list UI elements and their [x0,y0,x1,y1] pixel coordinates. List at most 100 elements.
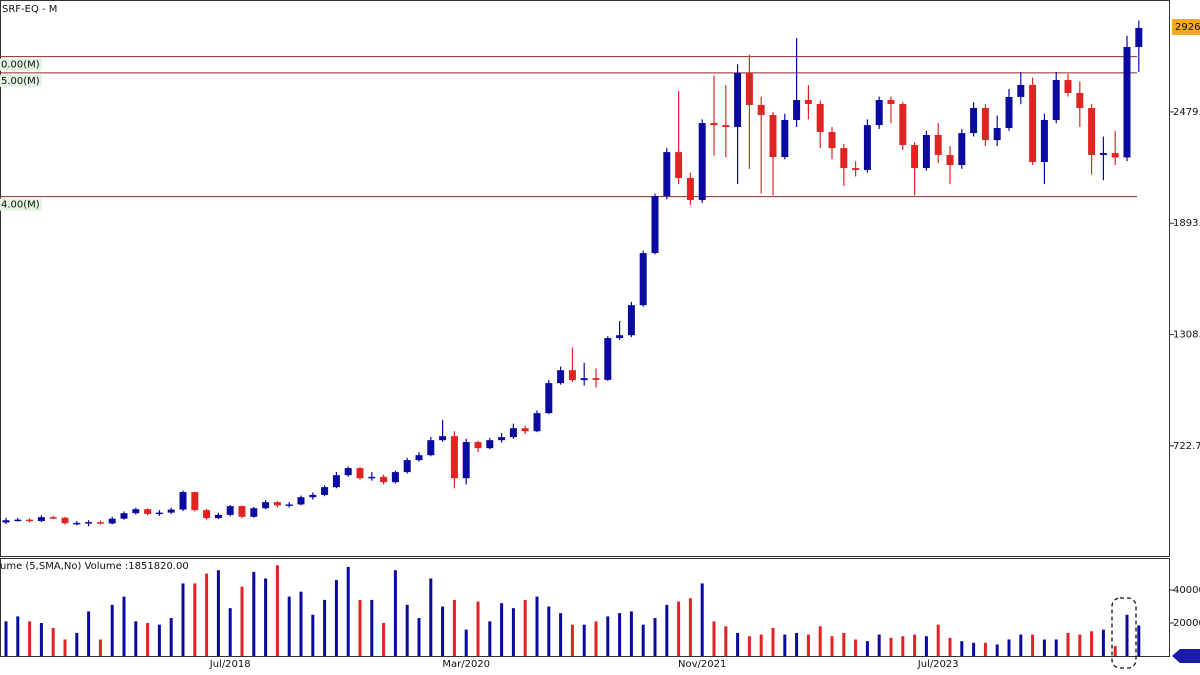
candle-body [557,370,565,384]
volume-bar [924,636,928,656]
volume-bar [500,603,504,656]
level-label-bg [0,58,42,71]
candle-body [993,127,1001,141]
volume-bar [936,624,940,656]
volume-bar [688,598,692,656]
candle-body [415,455,423,461]
candle-body [686,177,694,201]
candle-body [498,437,506,441]
candle-body [840,148,848,169]
volume-title: ume (5,SMA,No) Volume :1851820.00 [0,561,189,572]
level-label: 5.00(M) [1,76,40,87]
candle-body [887,100,895,105]
volume-bar [181,583,185,656]
candle-body [639,253,647,306]
volume-bar [370,599,374,656]
candle-body [1017,84,1025,97]
candle-body [521,428,529,432]
x-tick-label: Nov/2021 [678,659,726,670]
volume-bar [865,641,869,656]
volume-bar [311,614,315,656]
volume-bar [39,623,43,656]
candle-body [698,123,706,201]
candle-body [804,100,812,105]
volume-bar [547,606,551,656]
candle-body [734,73,742,128]
volume-bar [169,618,173,656]
candle-body [14,519,22,522]
level-label: 4.00(M) [1,200,40,211]
candle-body [380,476,388,483]
candle-body [580,378,588,381]
volume-bar [795,632,799,656]
volume-bar [63,639,67,656]
volume-bar [665,604,669,656]
y-tick-label: 2479.45 [1173,107,1200,118]
volume-bar [724,626,728,656]
candle-body [285,504,293,506]
candle-body [108,518,116,524]
volume-bar [4,621,8,656]
volume-bar [1007,639,1011,656]
volume-bar [205,573,209,656]
volume-bar [405,604,409,656]
candle-body [816,104,824,132]
volume-bar [854,639,858,656]
candle-body [958,133,966,166]
volume-bar [334,580,338,656]
x-tick-label: Jul/2018 [209,659,251,670]
candle-body [191,492,199,511]
candle-body [981,107,989,141]
volume-bar [358,599,362,656]
candle-body [1052,80,1060,120]
candle-body [627,305,635,336]
candle-body [745,73,753,105]
volume-bar [75,632,79,656]
volume-bar [712,621,716,656]
volume-bar [193,583,197,656]
candle-body [486,440,494,449]
price-pane-border [0,0,1170,557]
last-price-tag [1172,18,1200,35]
volume-bar [1101,629,1105,656]
candle-body [651,196,659,254]
candle-body [427,440,435,456]
volume-bar [582,624,586,656]
volume-bar [441,606,445,656]
volume-bar [299,591,303,656]
volume-bar [594,621,598,656]
volume-bar [275,565,279,656]
volume-bar [535,596,539,656]
candle-body [852,168,860,170]
volume-pane-border [0,558,1170,657]
volume-bar [511,608,515,656]
volume-bar [228,608,232,656]
candle-body [155,512,163,515]
volume-bar [842,632,846,656]
candle-body [214,514,222,519]
volume-bar [818,626,822,656]
candle-body [391,472,399,483]
candle-body [61,517,69,524]
candle-body [474,442,482,449]
volume-bar [1113,646,1117,656]
candle-body [946,154,954,166]
volume-bar [901,636,905,656]
volume-bar [216,570,220,656]
y-tick-label: 1308.3 [1173,330,1200,341]
candle-body [1135,27,1143,47]
candle-body [722,125,730,128]
candle-body [899,104,907,146]
candle-body [545,383,553,414]
last-price-label: 2926 [1175,22,1200,33]
volume-bar [1042,639,1046,656]
volume-y-tick-label: 2000000 [1173,618,1200,629]
y-tick-label: 1893.9 [1173,218,1200,229]
volume-bar [1054,639,1058,656]
volume-bar [51,627,55,656]
volume-bar [983,642,987,656]
candle-body [1123,46,1131,158]
plot-layer: 722.71 1308.3 1893.9 2479.45 2926 0.00(M) 5.00… [0,18,1200,670]
candle-body [793,100,801,120]
